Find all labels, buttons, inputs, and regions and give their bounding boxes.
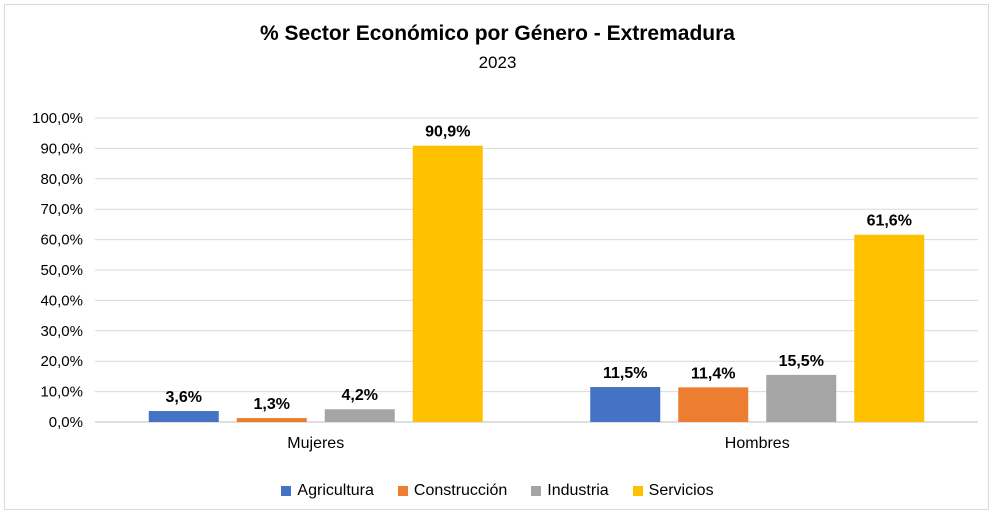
data-label: 4,2% [342,387,378,404]
bar-servicios-hombres [854,234,925,422]
bar-construcción-hombres [678,387,749,422]
y-axis-ticks: 0,0% 10,0% 20,0% 30,0% 40,0% 50,0% 60,0% 70,0% 8… [32,110,83,431]
bars [148,145,925,422]
y-tick-label: 70,0% [40,201,83,218]
bar-industria-mujeres [324,409,395,422]
y-tick-label: 20,0% [40,353,83,370]
bar-servicios-mujeres [412,145,483,422]
y-tick-label: 50,0% [40,262,83,279]
y-tick-label: 90,0% [40,140,83,157]
data-label: 3,6% [166,389,202,406]
y-tick-label: 100,0% [32,110,83,127]
legend-item-industria: Industria [531,482,609,500]
legend-label: Servicios [648,482,714,499]
x-category-label: Mujeres [287,435,344,452]
data-label: 61,6% [867,213,912,230]
x-axis-categories: Mujeres Hombres [287,435,789,452]
legend-item-servicios: Servicios [632,482,714,500]
chart-title: % Sector Económico por Género - Extremad… [260,22,735,45]
bar-agricultura-mujeres [148,411,219,422]
legend-swatch [531,486,542,496]
legend-label: Industria [547,482,609,499]
chart-subtitle: 2023 [478,53,517,72]
legend-item-construcción: Construcción [397,482,508,500]
y-tick-label: 0,0% [49,414,83,431]
legend-label: Agricultura [297,482,374,499]
bar-chart: 0,0% 10,0% 20,0% 30,0% 40,0% 50,0% 60,0% 70,0% 8… [32,110,978,452]
legend-label: Construcción [413,482,508,499]
data-label: 11,5% [603,365,647,382]
legend-swatch [281,486,292,496]
bar-industria-hombres [766,374,837,422]
legend-swatch [632,486,643,496]
chart-frame [4,4,989,510]
data-labels: 3,6% 1,3% 4,2% 90,9% 11,5% 11,4% 15,5% 61,6% [166,124,912,413]
y-tick-label: 60,0% [40,232,83,249]
gridlines [95,117,978,423]
bar-construcción-mujeres [236,418,307,422]
data-label: 15,5% [779,353,824,370]
data-label: 90,9% [425,124,470,141]
data-label: 11,4% [691,365,735,382]
legend-swatch [397,486,408,496]
bar-agricultura-hombres [590,387,661,422]
x-category-label: Hombres [725,435,790,452]
chart-legend: Agricultura Construcción Industria Servicio… [0,482,995,500]
y-tick-label: 80,0% [40,171,83,188]
data-label: 1,3% [254,396,290,413]
y-tick-label: 40,0% [40,292,83,309]
y-tick-label: 10,0% [40,384,83,401]
y-tick-label: 30,0% [40,323,83,340]
legend-item-agricultura: Agricultura [281,482,374,500]
